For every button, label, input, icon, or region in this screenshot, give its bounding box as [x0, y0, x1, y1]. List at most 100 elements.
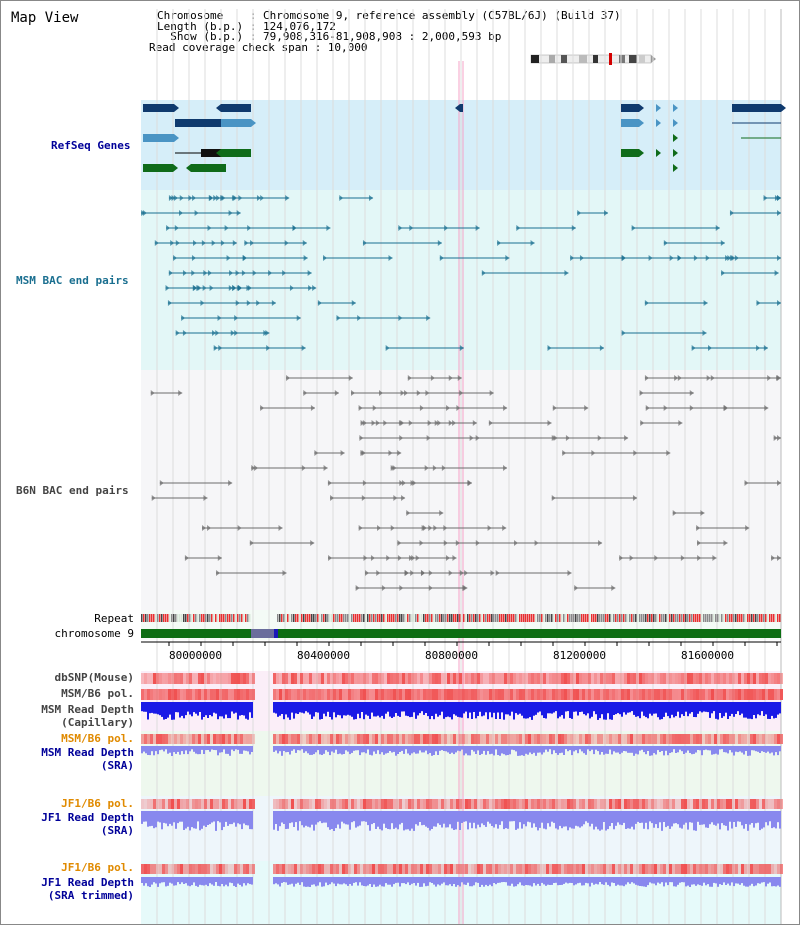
snp-density-cell: [165, 799, 168, 809]
track-label-jf1-read-depth-trimmed[interactable]: JF1 Read Depth (SRA trimmed): [41, 876, 134, 902]
bac-end-marker: [159, 480, 164, 486]
track-label-b6n-bac[interactable]: B6N BAC end pairs: [16, 484, 129, 497]
read-depth-bar: [581, 746, 583, 752]
read-depth-bar: [731, 811, 733, 829]
read-depth-bar: [647, 811, 649, 830]
track-label-msm-b6-pol[interactable]: MSM/B6 pol.: [61, 687, 134, 700]
snp-density-cell: [450, 734, 453, 744]
snp-density-cell: [246, 864, 249, 874]
snp-density-cell: [609, 799, 612, 809]
track-label-refseq-genes[interactable]: RefSeq Genes: [51, 139, 131, 152]
track-label-msm-read-depth-capillary[interactable]: MSM Read Depth (Capillary): [41, 703, 134, 729]
snp-density-cell: [381, 864, 384, 874]
read-depth-bar: [165, 877, 167, 887]
read-depth-bar: [373, 702, 375, 717]
repeat-element: [337, 614, 339, 622]
read-depth-bar: [771, 877, 773, 887]
repeat-element: [301, 614, 303, 622]
snp-density-cell: [336, 673, 339, 684]
read-depth-bar: [251, 877, 253, 885]
read-depth-bar: [285, 811, 287, 829]
snp-density-cell: [660, 673, 663, 684]
track-label-dbsnp[interactable]: dbSNP(Mouse): [54, 671, 134, 684]
track-label-msm-read-depth-sra[interactable]: MSM Read Depth (SRA): [41, 746, 134, 772]
track-label-jf1-read-depth[interactable]: JF1 Read Depth (SRA): [41, 811, 134, 837]
track-label-repeat[interactable]: Repeat: [94, 612, 134, 625]
snp-density-cell: [312, 799, 315, 809]
repeat-element: [183, 614, 185, 622]
read-depth-bar: [243, 877, 245, 884]
repeat-element: [377, 614, 379, 622]
repeat-element: [193, 614, 195, 622]
snp-density-cell: [396, 864, 399, 874]
snp-density-cell: [333, 734, 336, 744]
bac-end-marker: [706, 375, 711, 381]
snp-density-cell: [186, 799, 189, 809]
repeat-element: [435, 614, 437, 622]
read-depth-bar: [713, 811, 715, 825]
read-depth-bar: [469, 746, 471, 756]
bac-end-marker: [604, 210, 609, 216]
repeat-element: [373, 614, 375, 622]
snp-density-cell: [414, 799, 417, 809]
repeat-element: [165, 614, 167, 622]
read-depth-bar: [353, 877, 355, 883]
snp-density-cell: [642, 689, 645, 700]
read-depth-bar: [443, 877, 445, 883]
read-depth-bar: [465, 811, 467, 822]
read-depth-bar: [509, 877, 511, 886]
read-depth-bar: [437, 702, 439, 717]
repeat-element: [367, 614, 369, 622]
read-depth-bar: [205, 746, 207, 751]
read-depth-bar: [211, 877, 213, 885]
snp-density-cell: [699, 673, 702, 684]
read-depth-bar: [383, 746, 385, 755]
track-label-jf1-b6-pol-trim[interactable]: JF1/B6 pol.: [61, 861, 134, 874]
snp-density-cell: [759, 864, 762, 874]
track-label-msm-b6-pol-sra[interactable]: MSM/B6 pol.: [61, 732, 134, 745]
read-depth-bar: [221, 702, 223, 717]
read-depth-bar: [633, 877, 635, 884]
bac-end-marker: [777, 555, 781, 561]
read-depth-bar: [185, 702, 187, 716]
snp-density-cell: [699, 864, 702, 874]
repeat-element: [735, 614, 737, 622]
snp-density-cell: [771, 864, 774, 874]
bac-end-marker: [317, 300, 322, 306]
read-depth-bar: [465, 746, 467, 754]
read-depth-bar: [755, 811, 757, 824]
read-depth-bar: [149, 746, 151, 756]
bac-end-marker: [756, 300, 761, 306]
read-depth-bar: [283, 702, 285, 720]
track-label-chromosome[interactable]: chromosome 9: [54, 627, 134, 640]
read-depth-bar: [419, 877, 421, 887]
snp-density-cell: [663, 689, 666, 700]
snp-density-cell: [534, 734, 537, 744]
read-depth-bar: [623, 746, 625, 751]
snp-density-cell: [636, 864, 639, 874]
bac-end-marker: [168, 270, 173, 276]
snp-density-cell: [279, 799, 282, 809]
snp-density-cell: [444, 864, 447, 874]
chromosome-ideogram[interactable]: [529, 53, 659, 65]
read-depth-bar: [567, 811, 569, 831]
read-depth-bar: [777, 877, 779, 886]
snp-density-cell: [633, 734, 636, 744]
repeat-element: [231, 614, 233, 622]
read-depth-bar: [235, 877, 237, 887]
snp-density-cell: [594, 689, 597, 700]
repeat-element: [213, 614, 215, 622]
snp-density-cell: [147, 673, 150, 684]
read-depth-bar: [145, 877, 147, 884]
snp-density-cell: [186, 673, 189, 684]
repeat-element: [591, 614, 593, 622]
repeat-element: [403, 614, 405, 622]
track-label-msm-bac[interactable]: MSM BAC end pairs: [16, 274, 129, 287]
repeat-element: [391, 614, 393, 622]
read-depth-bar: [625, 811, 627, 829]
read-depth-bar: [661, 746, 663, 751]
track-label-jf1-b6-pol[interactable]: JF1/B6 pol.: [61, 797, 134, 810]
repeat-element: [627, 614, 629, 622]
read-depth-bar: [209, 746, 211, 752]
